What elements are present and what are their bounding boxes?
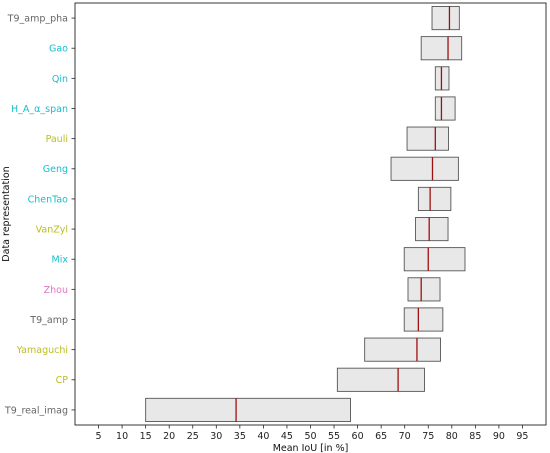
x-tick-label: 45 bbox=[281, 431, 293, 442]
x-tick-label: 10 bbox=[116, 431, 128, 442]
category-label: Geng bbox=[43, 164, 68, 175]
box-iqr bbox=[406, 126, 449, 151]
x-tick-label: 5 bbox=[96, 431, 102, 442]
category-label: ChenTao bbox=[28, 194, 69, 205]
x-tick-label: 85 bbox=[469, 431, 481, 442]
box-iqr bbox=[403, 247, 466, 272]
box-iqr bbox=[145, 397, 351, 422]
box-iqr bbox=[390, 156, 459, 181]
box-iqr bbox=[403, 307, 444, 332]
box-4 bbox=[406, 126, 449, 151]
box-iqr bbox=[415, 217, 449, 242]
x-tick-label: 95 bbox=[516, 431, 528, 442]
y-axis: T9_amp_pha Gao Qin H_A_α_span Pauli Geng ChenT… bbox=[4, 13, 75, 416]
y-axis-title: Data representation bbox=[1, 166, 12, 261]
x-tick-label: 55 bbox=[328, 431, 340, 442]
box-7 bbox=[415, 217, 449, 242]
x-tick-label: 15 bbox=[140, 431, 152, 442]
box-3 bbox=[434, 96, 456, 121]
x-tick-label: 50 bbox=[304, 431, 316, 442]
x-axis-title: Mean IoU [in %] bbox=[273, 443, 349, 453]
category-label: T9_amp_pha bbox=[7, 13, 68, 24]
category-label: T9_real_imag bbox=[4, 405, 68, 416]
box-2 bbox=[434, 66, 450, 91]
category-label: Pauli bbox=[46, 134, 68, 145]
box-5 bbox=[390, 156, 459, 181]
x-tick-label: 60 bbox=[352, 431, 364, 442]
category-label: Mix bbox=[52, 255, 69, 266]
box-12 bbox=[336, 367, 425, 392]
box-iqr bbox=[336, 367, 425, 392]
x-tick-label: 25 bbox=[187, 431, 199, 442]
category-label: Zhou bbox=[44, 285, 68, 296]
box-11 bbox=[364, 337, 441, 362]
x-tick-label: 40 bbox=[257, 431, 269, 442]
box-0 bbox=[431, 6, 460, 31]
box-iqr bbox=[364, 337, 441, 362]
box-6 bbox=[417, 186, 452, 211]
category-label: CP bbox=[56, 375, 69, 386]
x-tick-label: 75 bbox=[422, 431, 434, 442]
box-iqr bbox=[434, 96, 456, 121]
box-9 bbox=[407, 277, 441, 302]
x-tick-label: 90 bbox=[493, 431, 505, 442]
box-iqr bbox=[434, 66, 450, 91]
x-axis: 5 10 15 20 25 30 35 40 45 50 55 60 65 70 75 80 85 90 95 bbox=[96, 425, 528, 442]
x-tick-label: 30 bbox=[210, 431, 222, 442]
category-label: Yamaguchi bbox=[16, 345, 68, 356]
box-1 bbox=[420, 36, 463, 61]
box-iqr bbox=[417, 186, 452, 211]
box-13 bbox=[145, 397, 351, 422]
box-8 bbox=[403, 247, 466, 272]
category-label: Qin bbox=[52, 74, 68, 85]
x-tick-label: 35 bbox=[234, 431, 246, 442]
box-iqr bbox=[431, 6, 460, 31]
x-tick-label: 70 bbox=[399, 431, 411, 442]
boxes-layer bbox=[145, 6, 466, 422]
category-label: Gao bbox=[49, 44, 68, 55]
category-label: VanZyl bbox=[36, 224, 68, 235]
box-10 bbox=[403, 307, 444, 332]
x-tick-label: 20 bbox=[163, 431, 175, 442]
box-iqr bbox=[420, 36, 463, 61]
category-label: T9_amp bbox=[29, 315, 68, 326]
box-iqr bbox=[407, 277, 441, 302]
category-label: H_A_α_span bbox=[11, 104, 68, 115]
plot-frame bbox=[74, 2, 547, 426]
x-tick-label: 80 bbox=[446, 431, 458, 442]
x-tick-label: 65 bbox=[375, 431, 387, 442]
